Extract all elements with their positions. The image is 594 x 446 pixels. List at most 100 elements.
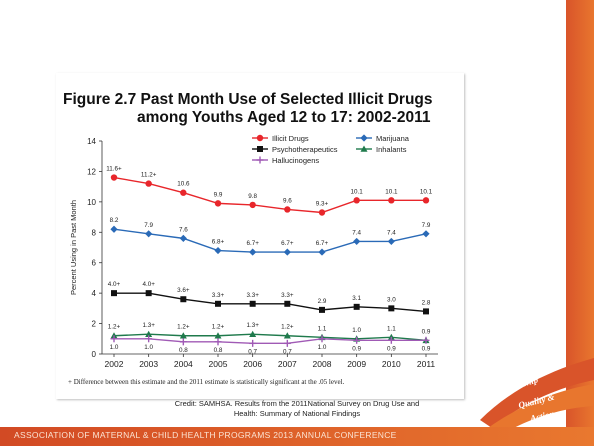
data-label-halluc: 0.8 [179,347,188,354]
point-marijuana [283,248,291,256]
data-label-marijuana: 7.9 [144,222,153,229]
point-psycho [215,300,221,307]
series-line-illicit [113,176,426,214]
point-marijuana [179,234,187,242]
data-label-illicit: 11.6+ [106,166,122,173]
point-marijuana [249,248,257,256]
data-label-illicit: 9.9 [214,191,223,198]
data-label-inhalants: 1.2+ [108,324,121,331]
chart-title-line-2: among Youths Aged 12 to 17: 2002-2011 [137,109,431,126]
data-label-inhalants: 1.1 [387,325,396,332]
point-marijuana [214,246,222,255]
y-tick-label: 2 [92,320,97,329]
data-label-illicit: 10.1 [351,188,364,195]
point-psycho [180,296,187,303]
footer-conference-text: ASSOCIATION OF MATERNAL & CHILD HEALTH P… [14,430,397,440]
data-label-marijuana: 7.6 [179,226,188,233]
series-line-halluc [114,338,426,345]
legend-label-marijuana: Marijuana [376,134,410,143]
data-label-marijuana: 7.4 [352,229,361,236]
chart-title-line-1: Figure 2.7 Past Month Use of Selected Il… [63,91,433,108]
data-label-halluc: 0.8 [214,347,223,354]
point-illicit [180,189,187,196]
point-psycho [284,300,291,307]
data-label-inhalants: 1.1 [318,325,327,332]
data-label-inhalants: 1.2+ [212,324,225,331]
x-tick-label: 2010 [382,359,401,369]
data-label-halluc: 1.0 [110,344,119,351]
credit-line-2: Health: Summary of National Findings [233,409,361,418]
data-label-illicit: 10.6 [177,181,190,188]
data-label-halluc: 0.9 [352,345,361,352]
legend-label-inhalants: Inhalants [376,145,407,154]
data-label-illicit: 11.2+ [141,172,157,179]
y-tick-label: 14 [87,137,96,146]
series-line-inhalants [113,333,427,342]
point-marijuana [422,230,430,238]
data-label-psycho: 4.0+ [108,281,121,288]
y-tick-label: 8 [92,228,97,237]
data-label-illicit: 10.1 [385,188,398,195]
point-psycho [423,308,429,315]
data-label-marijuana: 7.9 [422,222,431,229]
data-label-psycho: 4.0+ [142,281,155,288]
data-label-psycho: 3.3+ [246,292,259,299]
legend-marker-psycho [257,146,263,152]
legend-marker-illicit [256,134,264,142]
line-chart: 0 2 4 6 8 10 12 14 2002 2003 2004 2005 2006 2007 2008 2… [69,134,438,369]
data-label-inhalants: 1.3+ [142,322,155,329]
data-label-psycho: 3.0 [387,296,396,303]
figure-panel: Figure 2.7 Past Month Use of Selected Il… [56,73,464,399]
data-label-illicit: 10.1 [420,188,433,195]
y-tick-label: 0 [92,350,97,359]
data-label-marijuana: 6.7+ [316,240,329,247]
data-label-psycho: 2.9 [318,298,327,305]
x-tick-label: 2008 [313,359,332,369]
credit-line-1: Credit: SAMHSA. Results from the 2011Nat… [174,399,420,408]
point-marijuana [145,230,153,238]
point-illicit [353,197,360,204]
point-inhalants [283,332,291,339]
data-label-marijuana: 6.8+ [212,239,225,246]
point-marijuana [110,225,118,233]
data-label-psycho: 3.3+ [281,292,294,299]
point-psycho [249,300,256,307]
data-label-inhalants: 1.3+ [246,322,259,329]
x-tick-label: 2004 [174,359,193,369]
legend-label-psycho: Psychotherapeutics [272,145,338,154]
data-label-marijuana: 6.7+ [246,240,259,247]
legend-label-halluc: Hallucinogens [272,156,319,165]
data-label-inhalants: 1.0 [352,327,361,334]
point-illicit [388,197,395,204]
x-tick-label: 2011 [417,359,436,369]
data-label-inhalants: 0.9 [422,328,431,335]
x-tick-label: 2005 [209,359,228,369]
data-label-illicit: 9.6 [283,197,292,204]
data-label-inhalants: 1.2+ [177,324,190,331]
x-tick-label: 2006 [243,359,262,369]
point-marijuana [353,237,361,246]
data-label-halluc: 0.7 [283,348,292,355]
point-illicit [145,180,152,187]
data-label-psycho: 3.3+ [212,292,225,299]
point-illicit [422,197,430,204]
point-illicit [214,200,222,207]
point-psycho [388,305,395,312]
point-psycho [145,290,152,297]
footer-band [0,427,594,446]
data-label-illicit: 9.3+ [316,201,329,208]
data-label-marijuana: 8.2 [110,217,119,224]
series-line-psycho [114,292,427,313]
point-marijuana [318,248,326,256]
data-label-illicit: 9.8 [248,193,257,200]
series-line-marijuana [113,228,427,253]
data-label-halluc: 1.0 [144,344,153,351]
point-psycho [319,306,325,313]
point-illicit [110,174,118,181]
point-illicit [249,201,256,209]
point-inhalants [145,330,153,338]
point-psycho [111,290,117,297]
data-label-marijuana: 7.4 [387,229,396,236]
x-tick-label: 2009 [347,359,366,369]
